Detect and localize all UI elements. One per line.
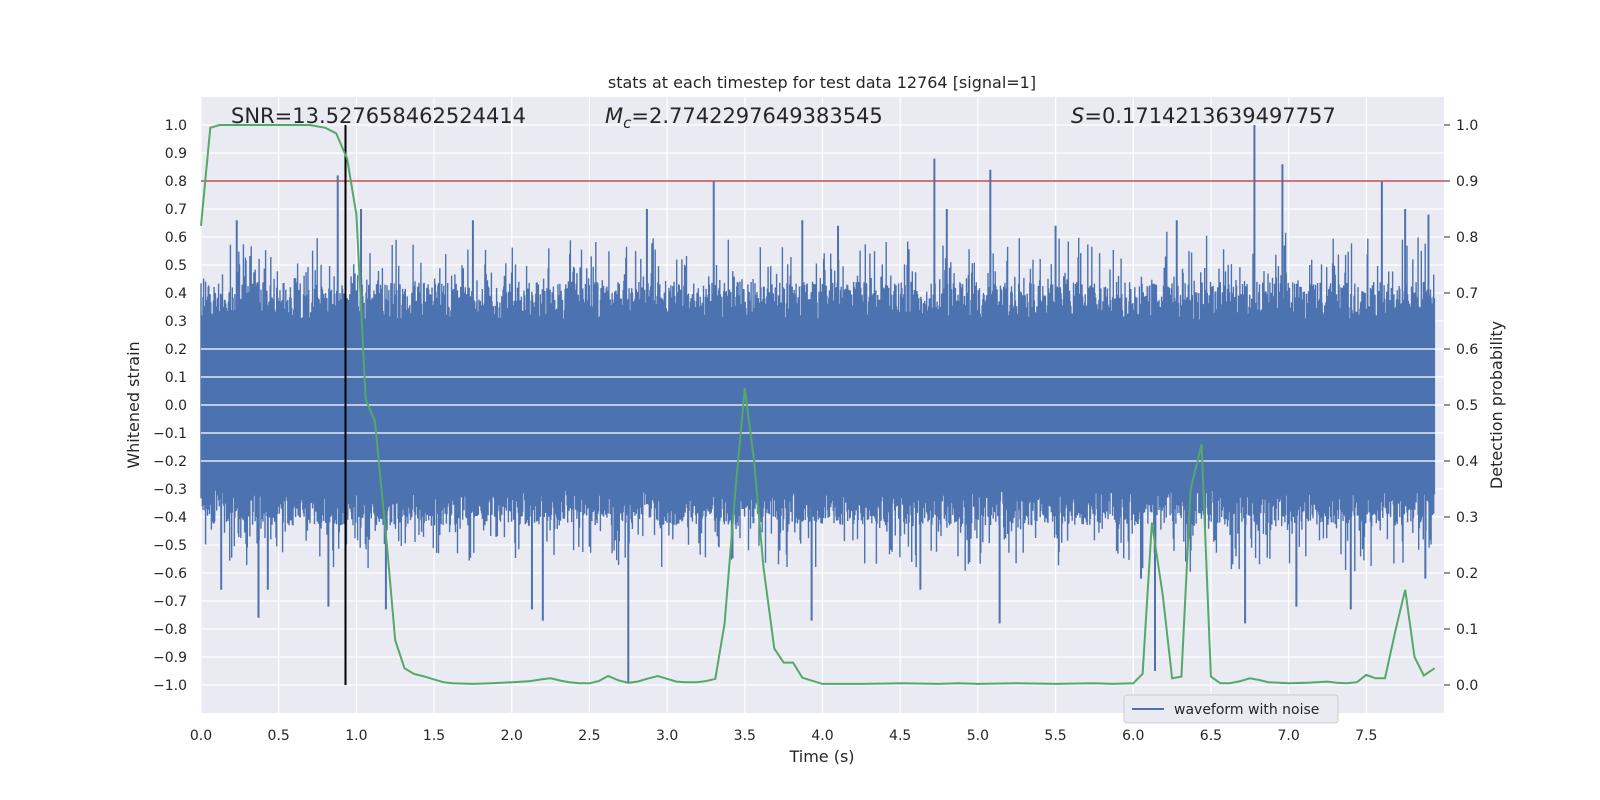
s-annotation: S=0.1714213639497757 [1071,104,1336,128]
y-tick-label: −0.2 [153,454,187,470]
y-tick-label: 0.5 [165,258,187,274]
y-tick-label: −0.4 [153,510,187,526]
x-tick-label: 1.0 [345,728,367,744]
y2-axis-label: Detection probability [1487,321,1506,489]
y2-tick-label: 0.8 [1456,230,1478,246]
y2-tick-label: 1.0 [1456,118,1478,134]
detection-probability-line [200,124,1436,685]
legend-box [1123,694,1339,724]
y-tick-label: 0.6 [165,230,187,246]
y-tick-label: 0.3 [165,314,187,330]
y-tick-label: −0.3 [153,482,187,498]
y2-tick-label: 0.4 [1456,454,1478,470]
y-tick-label: 1.0 [165,118,187,134]
chirp-mass-subscript: c [623,114,632,132]
y-tick-label: 0.8 [165,174,187,190]
y-tick-label: −0.7 [153,594,187,610]
s-value: =0.1714213639497757 [1084,104,1335,128]
y-tick-label: 0.1 [165,370,187,386]
y2-tick-label: 0.7 [1456,286,1478,302]
y-tick-label: 0.4 [165,286,187,302]
chirp-mass-annotation: Mc=2.7742297649383545 [605,104,883,132]
x-tick-label: 6.5 [1200,728,1222,744]
x-tick-label: 0.5 [268,728,290,744]
y2-tick-label: 0.6 [1456,342,1478,358]
x-tick-label: 4.0 [811,728,833,744]
y2-tick-label: 0.5 [1456,398,1478,414]
chirp-mass-value: =2.7742297649383545 [631,104,882,128]
y-tick-label: −0.1 [153,426,187,442]
x-tick-label: 2.5 [578,728,600,744]
x-tick-label: 0.0 [190,728,212,744]
x-tick-label: 3.0 [656,728,678,744]
y-tick-label: −0.9 [153,650,187,666]
x-axis-ticks: 0.0 0.5 1.0 1.5 2.0 2.5 3.0 3.5 4.0 4.5 5.0 5.5 6.0 6… [190,728,1378,744]
x-tick-label: 6.0 [1122,728,1144,744]
y-tick-label: 0.0 [165,398,187,414]
y-tick-label: 0.9 [165,146,187,162]
x-tick-label: 2.0 [501,728,523,744]
x-tick-label: 5.5 [1044,728,1066,744]
y-tick-label: −0.5 [153,538,187,554]
y2-tick-label: 0.2 [1456,566,1478,582]
x-tick-label: 4.5 [889,728,911,744]
s-symbol: S [1071,104,1084,128]
y2-tick-label: 0.3 [1456,510,1478,526]
y-axis-ticks: 1.0 0.9 0.8 0.7 0.6 0.5 0.4 0.3 0.2 0.1 0.0 −0.1 −0.… [153,118,187,694]
legend: waveform with noise [1123,694,1339,724]
x-tick-label: 7.0 [1277,728,1299,744]
x-tick-label: 3.5 [734,728,756,744]
y-axis-label: Whitened strain [124,341,143,468]
y-tick-label: 0.7 [165,202,187,218]
y-tick-label: −1.0 [153,678,187,694]
snr-annotation: SNR=13.527658462524414 [231,104,526,128]
y2-tick-label: 0.9 [1456,174,1478,190]
x-axis-label: Time (s) [788,747,854,766]
y2-axis-ticks: 1.0 0.9 0.8 0.7 0.6 0.5 0.4 0.3 0.2 0.1 0.0 [1444,118,1478,694]
y-tick-label: 0.2 [165,342,187,358]
y2-tick-label: 0.1 [1456,622,1478,638]
overlay-lines [200,124,1444,685]
x-tick-label: 5.0 [967,728,989,744]
y-tick-label: −0.6 [153,566,187,582]
y-tick-label: −0.8 [153,622,187,638]
x-tick-label: 7.5 [1355,728,1377,744]
legend-label: waveform with noise [1174,702,1319,718]
x-tick-label: 1.5 [423,728,445,744]
waveform-series [200,125,1444,683]
chart-title: stats at each timestep for test data 127… [608,73,1036,92]
chirp-mass-symbol: M [605,104,623,128]
y2-tick-label: 0.0 [1456,678,1478,694]
